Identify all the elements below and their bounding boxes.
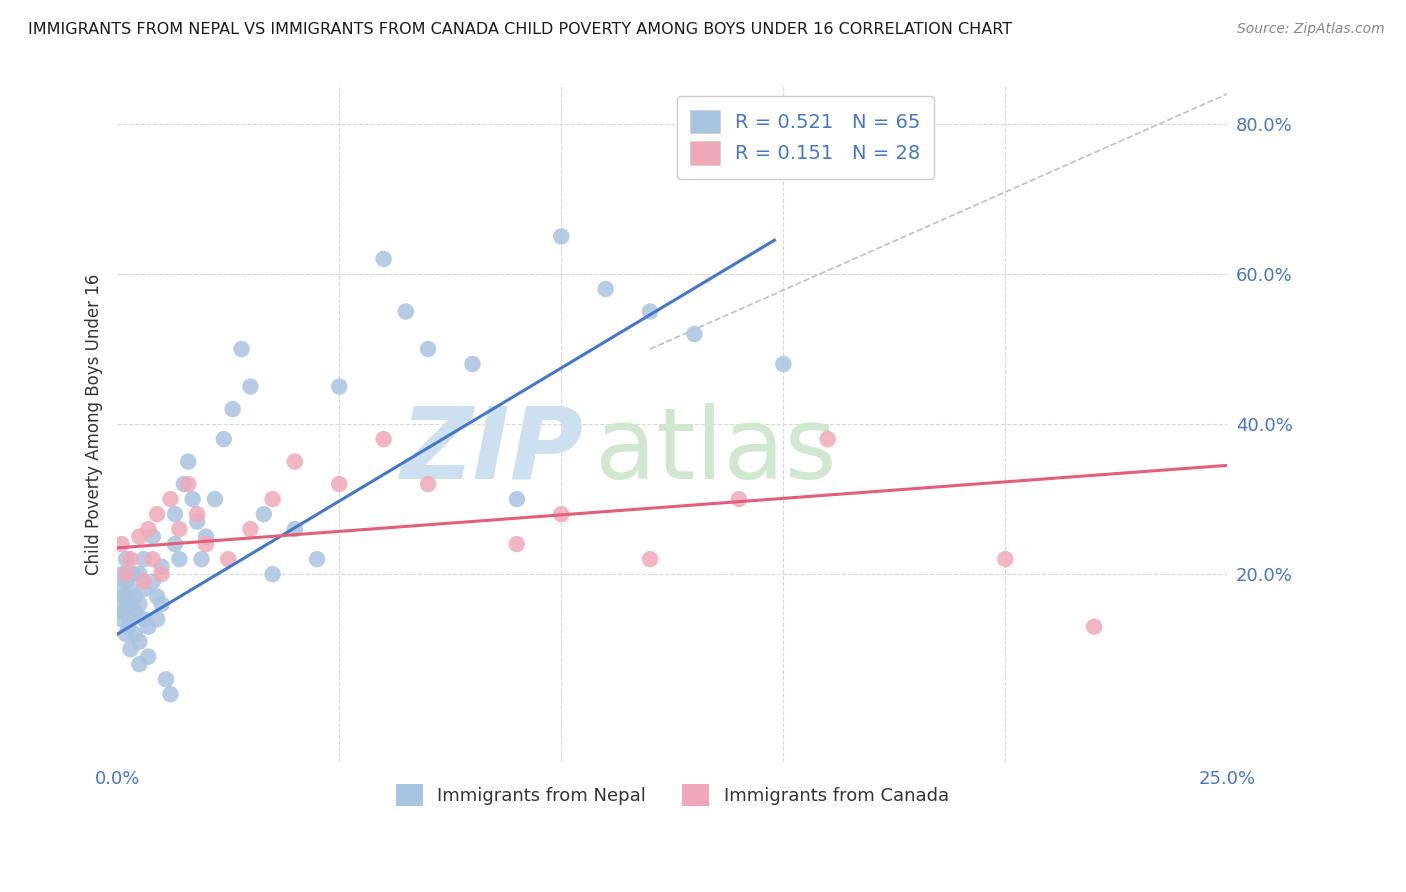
- Point: [136, 620, 159, 634]
- Point: [395, 304, 418, 318]
- Point: [253, 507, 276, 521]
- Point: [142, 552, 165, 566]
- Point: [181, 492, 204, 507]
- Point: [146, 507, 169, 521]
- Point: [1083, 620, 1105, 634]
- Point: [186, 507, 208, 521]
- Point: [150, 559, 173, 574]
- Point: [506, 492, 529, 507]
- Point: [416, 342, 439, 356]
- Point: [112, 605, 135, 619]
- Point: [262, 492, 284, 507]
- Point: [683, 326, 706, 341]
- Point: [204, 492, 226, 507]
- Point: [239, 379, 262, 393]
- Point: [115, 552, 138, 566]
- Point: [121, 567, 143, 582]
- Point: [136, 649, 159, 664]
- Point: [112, 590, 135, 604]
- Point: [284, 454, 307, 468]
- Point: [550, 507, 572, 521]
- Point: [373, 252, 395, 266]
- Point: [132, 582, 155, 597]
- Text: Source: ZipAtlas.com: Source: ZipAtlas.com: [1237, 22, 1385, 37]
- Point: [111, 537, 134, 551]
- Point: [128, 657, 150, 672]
- Point: [132, 552, 155, 566]
- Point: [195, 537, 218, 551]
- Point: [124, 605, 146, 619]
- Text: atlas: atlas: [595, 402, 837, 500]
- Point: [262, 567, 284, 582]
- Point: [124, 590, 146, 604]
- Point: [169, 552, 191, 566]
- Y-axis label: Child Poverty Among Boys Under 16: Child Poverty Among Boys Under 16: [86, 273, 103, 574]
- Point: [550, 229, 572, 244]
- Legend: Immigrants from Nepal, Immigrants from Canada: Immigrants from Nepal, Immigrants from C…: [388, 777, 956, 814]
- Point: [595, 282, 617, 296]
- Point: [120, 642, 142, 657]
- Point: [239, 522, 262, 536]
- Point: [373, 432, 395, 446]
- Point: [128, 597, 150, 611]
- Point: [108, 582, 131, 597]
- Point: [728, 492, 751, 507]
- Text: ZIP: ZIP: [401, 402, 583, 500]
- Point: [128, 634, 150, 648]
- Point: [111, 612, 134, 626]
- Point: [111, 597, 134, 611]
- Text: IMMIGRANTS FROM NEPAL VS IMMIGRANTS FROM CANADA CHILD POVERTY AMONG BOYS UNDER 1: IMMIGRANTS FROM NEPAL VS IMMIGRANTS FROM…: [28, 22, 1012, 37]
- Point: [177, 454, 200, 468]
- Point: [638, 304, 661, 318]
- Point: [120, 597, 142, 611]
- Point: [186, 515, 208, 529]
- Point: [190, 552, 212, 566]
- Point: [124, 627, 146, 641]
- Point: [132, 574, 155, 589]
- Point: [195, 530, 218, 544]
- Point: [142, 530, 165, 544]
- Point: [136, 522, 159, 536]
- Point: [155, 672, 177, 686]
- Point: [328, 477, 350, 491]
- Point: [117, 620, 139, 634]
- Point: [328, 379, 350, 393]
- Point: [638, 552, 661, 566]
- Point: [142, 574, 165, 589]
- Point: [217, 552, 239, 566]
- Point: [817, 432, 839, 446]
- Point: [120, 612, 142, 626]
- Point: [772, 357, 794, 371]
- Point: [305, 552, 328, 566]
- Point: [111, 567, 134, 582]
- Point: [120, 582, 142, 597]
- Point: [163, 537, 186, 551]
- Point: [115, 567, 138, 582]
- Point: [221, 402, 243, 417]
- Point: [177, 477, 200, 491]
- Point: [461, 357, 484, 371]
- Point: [284, 522, 307, 536]
- Point: [416, 477, 439, 491]
- Point: [506, 537, 529, 551]
- Point: [132, 612, 155, 626]
- Point: [115, 574, 138, 589]
- Point: [159, 687, 181, 701]
- Point: [150, 567, 173, 582]
- Point: [163, 507, 186, 521]
- Point: [212, 432, 235, 446]
- Point: [169, 522, 191, 536]
- Point: [120, 552, 142, 566]
- Point: [128, 530, 150, 544]
- Point: [173, 477, 195, 491]
- Point: [128, 567, 150, 582]
- Point: [115, 590, 138, 604]
- Point: [150, 597, 173, 611]
- Point: [159, 492, 181, 507]
- Point: [231, 342, 253, 356]
- Point: [115, 627, 138, 641]
- Point: [146, 590, 169, 604]
- Point: [994, 552, 1017, 566]
- Point: [146, 612, 169, 626]
